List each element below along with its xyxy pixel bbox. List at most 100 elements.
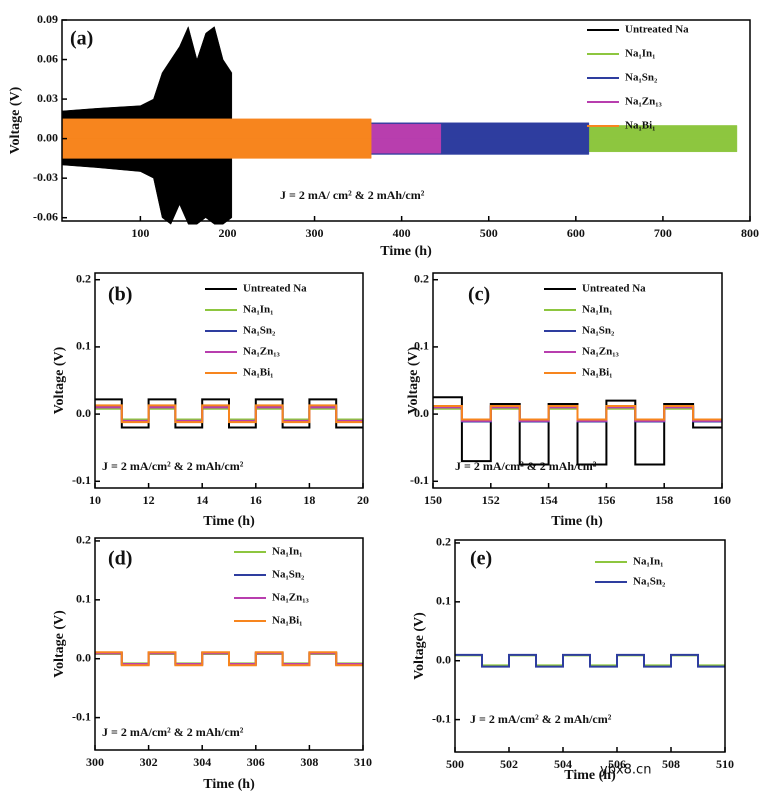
plot-frame [432,272,723,489]
y-tick-label: 0.09 [37,12,58,26]
voltage-line [95,651,363,667]
y-tick-label: 0.2 [436,535,451,549]
x-axis-label: Time (h) [203,514,255,529]
plot-frame [94,272,364,489]
x-axis-label: Time (h) [203,777,255,792]
legend-label: Untreated Na [582,283,646,295]
y-axis-label: Voltage (V) [8,86,23,154]
y-tick-label: 0.1 [436,594,451,608]
legend-label: Na₁In₁ [243,304,273,316]
x-tick-label: 310 [354,755,372,769]
x-tick-label: 150 [424,493,442,507]
y-tick-label: 0.0 [436,652,451,666]
legend-label: Na₁Sn₂ [625,72,658,84]
legend-label: Na₁Bi₁ [272,615,302,627]
x-tick-label: 500 [480,226,498,240]
y-tick-label: 0.1 [76,339,91,353]
panel-label: (d) [108,548,132,570]
y-tick-label: 0.1 [414,339,429,353]
legend-label: Na₁In₁ [272,546,302,558]
y-tick-label: 0.00 [37,130,58,144]
y-tick-label: -0.1 [72,709,91,723]
y-tick-label: 0.03 [37,91,58,105]
legend-label: Na₁Zn₁₃ [243,346,280,358]
legend-label: Na₁Bi₁ [625,120,655,132]
x-tick-label: 12 [143,493,155,507]
x-tick-label: 510 [716,757,734,771]
x-tick-label: 400 [393,226,411,240]
legend-label: Na₁Bi₁ [243,367,273,379]
voltage-line [433,405,722,421]
x-tick-label: 700 [654,226,672,240]
x-tick-label: 16 [250,493,262,507]
x-tick-label: 506 [608,757,626,771]
legend-label: Na₁Zn₁₃ [625,96,662,108]
y-tick-label: -0.1 [72,473,91,487]
plot-frame [94,537,364,751]
x-tick-label: 10 [89,493,101,507]
annotation: J = 2 mA/cm² & 2 mAh/cm² [102,459,244,473]
y-tick-label: 0.2 [414,271,429,285]
y-tick-label: -0.03 [33,170,58,184]
x-tick-label: 154 [540,493,558,507]
x-tick-label: 508 [662,757,680,771]
voltage-line [455,653,725,668]
y-axis-label: Voltage (V) [412,612,427,680]
x-axis-label: Time (h) [564,768,616,783]
voltage-band [61,118,372,139]
legend-label: Na₁In₁ [633,556,663,568]
y-tick-label: 0.1 [76,592,91,606]
x-tick-label: 304 [193,755,211,769]
x-tick-label: 18 [303,493,315,507]
x-tick-label: 300 [306,226,324,240]
x-tick-label: 600 [567,226,585,240]
legend-label: Untreated Na [625,24,689,36]
x-tick-label: 100 [131,226,149,240]
annotation: J = 2 mA/cm² & 2 mAh/cm² [102,725,244,739]
legend-label: Na₁Bi₁ [582,367,612,379]
x-tick-label: 20 [357,493,369,507]
plot-frame [454,539,726,753]
y-tick-label: 0.06 [37,51,58,65]
x-tick-label: 156 [597,493,615,507]
legend-label: Na₁Zn₁₃ [582,346,619,358]
voltage-band [61,25,233,139]
legend-label: Na₁Sn₂ [243,325,276,337]
x-axis-label: Time (h) [551,514,603,529]
y-axis-label: Voltage (V) [406,346,421,414]
y-tick-label: -0.06 [33,209,58,223]
panel-label: (c) [468,284,490,306]
voltage-band [61,138,372,159]
x-tick-label: 306 [247,755,265,769]
x-tick-label: 800 [741,226,759,240]
plot-frame [61,19,751,222]
y-axis-label: Voltage (V) [52,346,67,414]
panel-label: (a) [70,28,93,50]
legend-label: Na₁Zn₁₃ [272,592,309,604]
annotation: J = 2 mA/cm² & 2 mAh/cm² [470,712,612,726]
legend-label: Na₁Sn₂ [633,576,666,588]
x-tick-label: 200 [218,226,236,240]
x-tick-label: 14 [196,493,208,507]
x-tick-label: 160 [713,493,731,507]
y-tick-label: 0.2 [76,271,91,285]
x-tick-label: 152 [482,493,500,507]
annotation: J = 2 mA/cm² & 2 mAh/cm² [455,459,597,473]
y-tick-label: 0.0 [76,406,91,420]
x-axis-label: Time (h) [380,244,432,259]
x-tick-label: 302 [140,755,158,769]
x-tick-label: 502 [500,757,518,771]
legend-label: Na₁Sn₂ [582,325,615,337]
y-tick-label: 0.2 [76,533,91,547]
y-axis-label: Voltage (V) [52,610,67,678]
y-tick-label: -0.1 [432,711,451,725]
legend-label: Na₁In₁ [582,304,612,316]
legend-label: Untreated Na [243,283,307,295]
panel-label: (b) [108,284,132,306]
voltage-line [95,404,363,424]
legend-label: Na₁Sn₂ [272,569,305,581]
watermark: ybx8.cn [600,763,651,778]
y-tick-label: 0.0 [414,406,429,420]
